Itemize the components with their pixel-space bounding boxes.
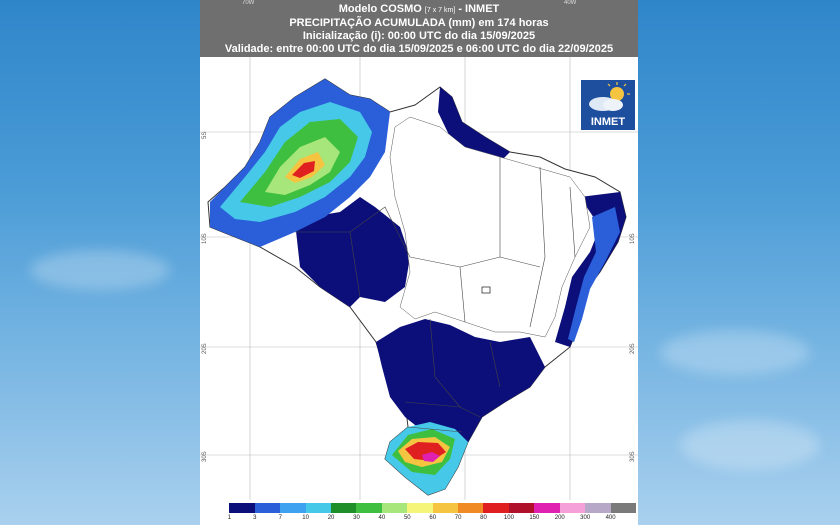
legend-swatch bbox=[534, 503, 560, 513]
header-variable: PRECIPITAÇÃO ACUMULADA (mm) em 174 horas bbox=[289, 17, 549, 29]
legend-swatch bbox=[229, 503, 255, 513]
header-title: Modelo COSMO [7 x 7 km] - INMET bbox=[200, 3, 638, 17]
brazil-map-svg bbox=[200, 57, 638, 500]
forecast-map-panel: Modelo COSMO [7 x 7 km] - INMET PRECIPIT… bbox=[200, 0, 638, 525]
header-init: Inicialização (i): 00:00 UTC do dia 15/0… bbox=[302, 30, 536, 42]
legend-swatch bbox=[432, 503, 459, 513]
legend-swatch bbox=[331, 503, 357, 513]
legend-swatch bbox=[305, 503, 332, 513]
legend-label: 1 bbox=[227, 515, 232, 521]
legend-swatch bbox=[356, 503, 382, 513]
lat-tick-right-20s: 20S bbox=[630, 343, 636, 354]
legend-label: 40 bbox=[378, 515, 386, 521]
header-validity: Validade: entre 00:00 UTC do dia 15/09/2… bbox=[224, 43, 614, 55]
legend-label: 70 bbox=[454, 515, 462, 521]
legend-label: 30 bbox=[353, 515, 360, 521]
state-borders bbox=[295, 157, 576, 433]
legend-label: 50 bbox=[403, 515, 411, 521]
sky-cloud-1 bbox=[30, 250, 170, 290]
legend-label: 100 bbox=[503, 515, 514, 521]
legend-swatch bbox=[254, 503, 281, 513]
lat-tick-left-30s: 30S bbox=[202, 451, 208, 462]
legend-swatch bbox=[458, 503, 484, 513]
legend-swatch bbox=[483, 503, 509, 513]
legend-labels: 1 3 7 10 20 30 40 50 60 70 80 100 150 200 300 400 bbox=[200, 515, 638, 524]
legend-label: 60 bbox=[429, 515, 437, 521]
legend-label: 3 bbox=[253, 515, 257, 521]
lat-tick-right-10s: 10S bbox=[630, 233, 636, 244]
lat-tick-left-20s: 20S bbox=[202, 343, 208, 354]
legend-label: 400 bbox=[605, 515, 616, 521]
legend-swatch bbox=[610, 503, 636, 513]
legend-label: 150 bbox=[529, 515, 540, 521]
precipitation-map: 5S 10S 20S 30S 10S 20S 30S INMET bbox=[200, 57, 638, 500]
legend-swatch bbox=[559, 503, 586, 513]
lat-tick-left-5s: 5S bbox=[202, 131, 208, 139]
legend-swatch bbox=[381, 503, 408, 513]
logo-text: INMET bbox=[590, 116, 626, 128]
precipitation-legend: 1 3 7 10 20 30 40 50 60 70 80 100 150 200 300 400 bbox=[200, 500, 638, 525]
federal-district bbox=[481, 286, 491, 294]
lat-tick-left-10s: 10S bbox=[202, 233, 208, 244]
lon-tick-40w: 40W bbox=[564, 0, 577, 6]
sky-cloud-2 bbox=[660, 330, 810, 375]
legend-swatch bbox=[407, 503, 433, 513]
legend-color-bar bbox=[204, 503, 636, 513]
legend-label: 10 bbox=[302, 515, 309, 521]
legend-label: 80 bbox=[480, 515, 487, 521]
legend-swatch bbox=[204, 503, 230, 513]
legend-swatch bbox=[585, 503, 611, 513]
lat-tick-right-30s: 30S bbox=[630, 451, 636, 462]
model-org: - INMET bbox=[458, 3, 500, 15]
rain-northwest-80mm bbox=[292, 161, 315, 178]
model-name: Modelo COSMO bbox=[338, 3, 422, 15]
legend-label: 300 bbox=[580, 515, 591, 521]
legend-label: 7 bbox=[278, 515, 282, 521]
inmet-logo: INMET bbox=[580, 79, 636, 131]
legend-swatch bbox=[508, 503, 535, 513]
rain-1mm-west bbox=[295, 197, 410, 307]
rain-3mm-coast bbox=[568, 207, 620, 342]
legend-label: 200 bbox=[554, 515, 565, 521]
legend-swatch bbox=[280, 503, 306, 513]
rain-1mm-north bbox=[438, 87, 510, 162]
map-header: Modelo COSMO [7 x 7 km] - INMET PRECIPIT… bbox=[200, 0, 638, 57]
rain-south-150mm bbox=[422, 452, 440, 462]
sun-cloud-icon bbox=[589, 82, 630, 111]
legend-label: 20 bbox=[327, 515, 335, 521]
model-resolution: [7 x 7 km] bbox=[424, 7, 456, 14]
lon-tick-70w: 70W bbox=[242, 0, 255, 6]
sky-cloud-3 bbox=[680, 420, 820, 470]
